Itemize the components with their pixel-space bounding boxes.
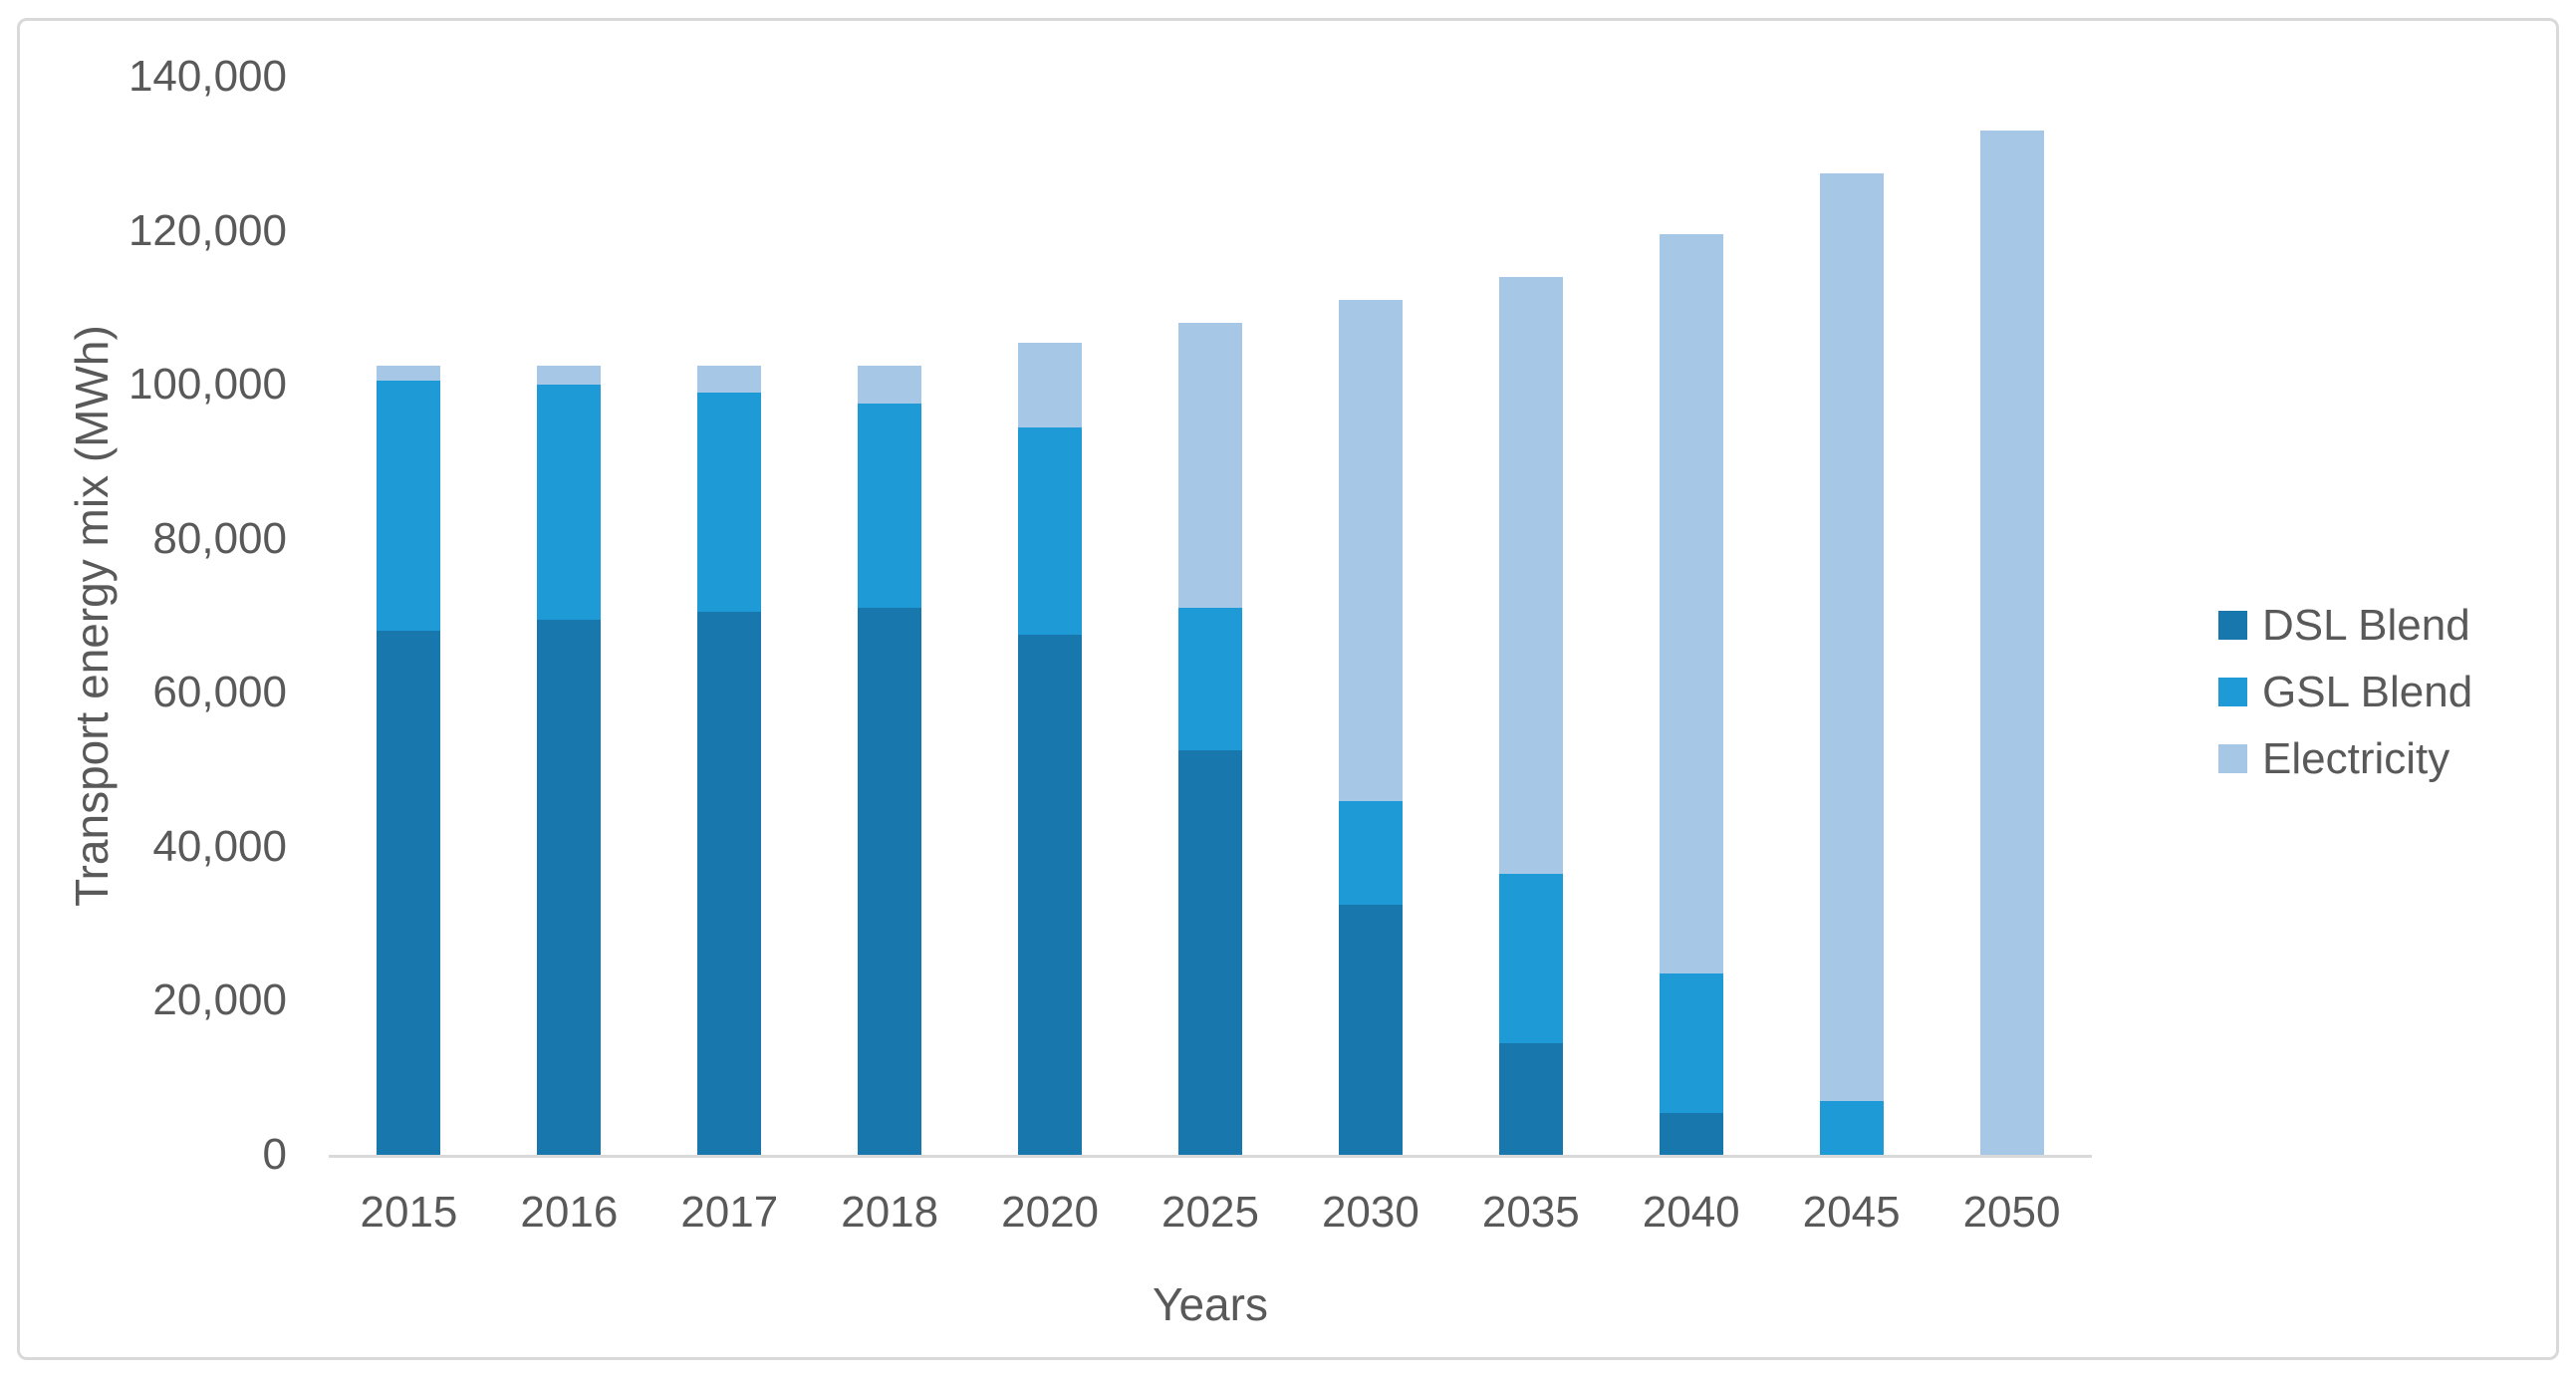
bar-segment-2030-electricity	[1338, 300, 1403, 801]
bar-segment-2016-gsl-blend	[537, 385, 602, 620]
bar-2045	[1771, 77, 1932, 1155]
legend-item-gsl-blend: GSL Blend	[2218, 659, 2472, 725]
bar-segment-2016-electricity	[537, 365, 602, 386]
bar-2015	[329, 77, 489, 1155]
bar-segment-2015-dsl-blend	[377, 631, 441, 1155]
x-tick-label-2025: 2025	[1161, 1188, 1259, 1237]
bar-segment-2045-electricity	[1819, 172, 1884, 1101]
bar-segment-2016-dsl-blend	[537, 619, 602, 1155]
y-axis-tick-labels: 0 20,000 40,000 60,000 80,000 100,000 120,000 1…	[60, 0, 287, 1385]
legend-item-electricity: Electricity	[2218, 725, 2472, 792]
x-tick-label-2035: 2035	[1481, 1188, 1580, 1237]
bar-segment-2035-dsl-blend	[1498, 1042, 1563, 1155]
y-tick-label-100000: 100,000	[128, 360, 287, 410]
y-tick-label-140000: 140,000	[128, 52, 287, 101]
bar-2017	[649, 77, 810, 1155]
legend-label: DSL Blend	[2262, 600, 2470, 650]
x-tick-label-2045: 2045	[1802, 1188, 1901, 1237]
x-tick-label-2020: 2020	[1001, 1188, 1100, 1237]
bar-segment-2030-gsl-blend	[1338, 800, 1403, 905]
y-tick-label-120000: 120,000	[128, 205, 287, 255]
legend-item-dsl-blend: DSL Blend	[2218, 592, 2472, 659]
bar-segment-2025-gsl-blend	[1177, 608, 1242, 751]
bar-segment-2017-dsl-blend	[697, 612, 762, 1155]
x-tick-label-2040: 2040	[1642, 1188, 1740, 1237]
legend-swatch-icon	[2218, 678, 2247, 706]
y-tick-label-80000: 80,000	[152, 513, 287, 563]
y-tick-label-60000: 60,000	[152, 668, 287, 717]
bar-2035	[1450, 77, 1611, 1155]
bar-segment-2035-gsl-blend	[1498, 873, 1563, 1043]
x-axis-tick-labels: 2015 2016 2017 2018 2020 2025 2030 2035 2040 2045…	[329, 1188, 2092, 1238]
plot-area	[329, 77, 2092, 1158]
x-tick-label-2050: 2050	[1962, 1188, 2061, 1237]
bar-segment-2020-gsl-blend	[1018, 426, 1083, 636]
y-tick-label-40000: 40,000	[152, 821, 287, 871]
x-tick-label-2030: 2030	[1321, 1188, 1419, 1237]
bar-segment-2015-electricity	[377, 365, 441, 382]
bar-segment-2050-electricity	[1979, 131, 2044, 1155]
bar-segment-2030-dsl-blend	[1338, 904, 1403, 1155]
bar-segment-2035-electricity	[1498, 276, 1563, 874]
bar-segment-2025-electricity	[1177, 323, 1242, 609]
x-tick-label-2015: 2015	[360, 1188, 458, 1237]
bar-segment-2018-electricity	[858, 365, 922, 405]
bar-segment-2020-dsl-blend	[1018, 635, 1083, 1155]
y-tick-label-0: 0	[262, 1130, 287, 1179]
bar-segment-2040-dsl-blend	[1659, 1112, 1723, 1155]
bar-2020	[970, 77, 1131, 1155]
x-tick-label-2017: 2017	[680, 1188, 779, 1237]
y-tick-label-20000: 20,000	[152, 975, 287, 1025]
bar-segment-2040-electricity	[1659, 234, 1723, 974]
legend-label: Electricity	[2262, 733, 2450, 783]
legend-label: GSL Blend	[2262, 667, 2473, 716]
bar-segment-2017-electricity	[697, 365, 762, 393]
legend-swatch-icon	[2218, 611, 2247, 640]
bar-segment-2040-gsl-blend	[1659, 973, 1723, 1113]
bar-segment-2045-gsl-blend	[1819, 1100, 1884, 1155]
bar-2018	[810, 77, 970, 1155]
bar-2040	[1611, 77, 1771, 1155]
bar-2030	[1290, 77, 1450, 1155]
legend: DSL Blend GSL Blend Electricity	[2218, 592, 2472, 792]
bar-2025	[1131, 77, 1291, 1155]
bar-2016	[489, 77, 649, 1155]
bar-segment-2018-gsl-blend	[858, 404, 922, 609]
bar-segment-2025-dsl-blend	[1177, 750, 1242, 1155]
bar-2050	[1932, 77, 2092, 1155]
x-tick-label-2016: 2016	[520, 1188, 619, 1237]
bar-segment-2015-gsl-blend	[377, 381, 441, 632]
x-tick-label-2018: 2018	[841, 1188, 939, 1237]
bar-segment-2017-gsl-blend	[697, 392, 762, 613]
legend-swatch-icon	[2218, 744, 2247, 773]
bar-segment-2018-dsl-blend	[858, 608, 922, 1155]
bar-segment-2020-electricity	[1018, 342, 1083, 427]
x-axis-title: Years	[1153, 1278, 1268, 1330]
